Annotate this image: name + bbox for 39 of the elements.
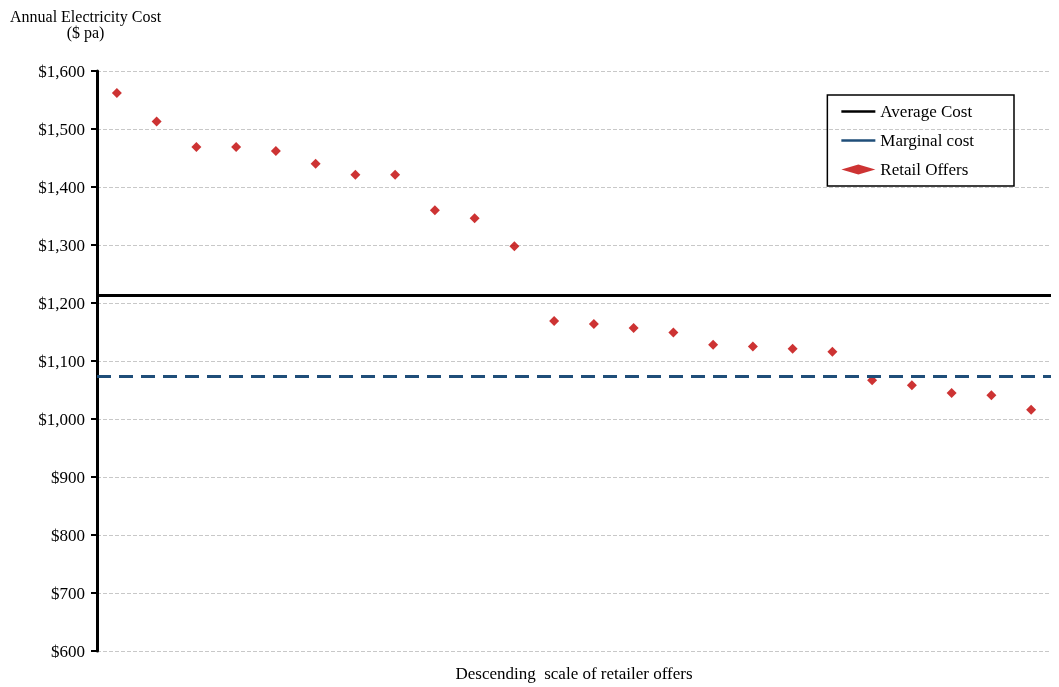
point bbox=[151, 116, 162, 127]
point bbox=[509, 241, 520, 252]
point bbox=[787, 343, 798, 354]
point bbox=[827, 346, 838, 357]
y-axis-title: Annual Electricity Cost ($ pa) bbox=[10, 7, 162, 42]
point bbox=[191, 141, 202, 152]
point bbox=[747, 341, 758, 352]
legend-label: Marginal cost bbox=[880, 131, 975, 150]
y-tick-label: $800 bbox=[51, 525, 85, 545]
point bbox=[986, 390, 997, 401]
point bbox=[1026, 404, 1037, 415]
point bbox=[111, 88, 122, 99]
y-tick-label: $1,600 bbox=[38, 61, 85, 81]
y-tick-label: $1,000 bbox=[38, 409, 85, 429]
point bbox=[588, 318, 599, 329]
point bbox=[231, 141, 242, 152]
point bbox=[668, 327, 679, 338]
point bbox=[429, 205, 440, 216]
point bbox=[469, 213, 480, 224]
y-tick-label: $900 bbox=[51, 467, 85, 487]
y-tick-label: $1,100 bbox=[38, 351, 85, 371]
y-tick-label: $700 bbox=[51, 583, 85, 603]
y-tick-label: $600 bbox=[51, 641, 85, 661]
point bbox=[350, 169, 361, 180]
y-tick-label: $1,200 bbox=[38, 293, 85, 313]
point bbox=[549, 315, 560, 326]
point bbox=[708, 339, 719, 350]
x-axis-title: Descending scale of retailer offers bbox=[455, 664, 693, 683]
point bbox=[628, 322, 639, 333]
y-tick-label: $1,400 bbox=[38, 177, 85, 197]
legend-label: Retail Offers bbox=[880, 160, 969, 179]
point bbox=[310, 158, 321, 169]
legend-label: Average Cost bbox=[880, 102, 973, 121]
point bbox=[906, 380, 917, 391]
point bbox=[390, 169, 401, 180]
point bbox=[270, 146, 281, 157]
point bbox=[946, 387, 957, 398]
y-tick-label: $1,500 bbox=[38, 119, 85, 139]
y-tick-label: $1,300 bbox=[38, 235, 85, 255]
